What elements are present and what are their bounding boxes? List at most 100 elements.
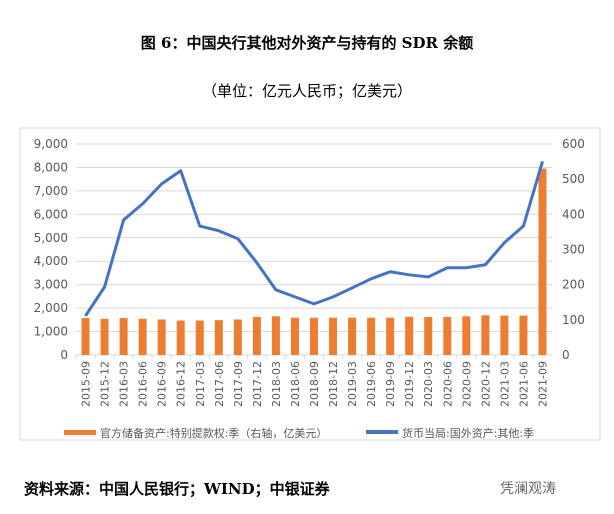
line-point [123,219,125,221]
line-point [294,296,296,298]
x-tick-label: 2016-03 [118,361,131,407]
line-point [446,267,448,269]
bar [481,315,490,355]
line-point [427,276,429,278]
bar [138,318,147,355]
source-note: 资料来源：中国人民银行；WIND；中银证券 [24,480,330,498]
right-tick-label: 300 [562,243,585,257]
x-tick-label: 2019-06 [365,361,378,407]
line-point [465,267,467,269]
x-tick-label: 2020-03 [422,361,435,407]
line-point [275,289,277,291]
line-point [370,278,372,280]
right-tick-label: 500 [562,172,585,186]
legend-swatch-line [366,430,398,434]
bar [176,320,185,355]
x-tick-label: 2021-03 [498,361,511,407]
x-tick-label: 2017-12 [251,361,264,407]
bar [386,317,395,355]
line-point [332,296,334,298]
line-point [237,238,239,240]
bar [214,320,223,355]
line-point [541,161,543,163]
x-tick-label: 2018-12 [327,361,340,407]
bar [538,168,547,355]
bar [100,318,109,355]
right-tick-label: 0 [562,348,570,362]
bar [157,319,166,355]
bar [233,319,242,355]
bar [443,317,452,355]
x-tick-label: 2015-09 [80,361,93,407]
x-tick-label: 2018-06 [289,361,302,407]
chart-subtitle: （单位：亿元人民币；亿美元） [201,82,412,100]
bar [119,318,128,355]
left-tick-label: 8,000 [34,160,68,174]
line-point [313,303,315,305]
x-tick-label: 2019-03 [346,361,359,407]
bar [519,315,528,355]
bar [329,317,338,355]
right-tick-label: 400 [562,207,585,221]
line-point [351,287,353,289]
x-tick-label: 2017-09 [232,361,245,407]
chart-title: 图 6：中国央行其他对外资产与持有的 SDR 余额 [140,34,474,52]
x-tick-label: 2017-06 [213,361,226,407]
line-point [503,242,505,244]
line-point [161,183,163,185]
bar [405,316,414,355]
bar [310,317,318,355]
bar [195,320,204,355]
bar [424,317,433,355]
right-tick-label: 200 [562,278,585,292]
line-point [522,225,524,227]
x-tick-label: 2017-03 [194,361,207,407]
bar [348,317,357,355]
bar [500,315,509,355]
x-tick-label: 2020-12 [479,361,492,407]
x-tick-label: 2021-06 [517,361,530,407]
bar [290,317,299,355]
x-tick-label: 2016-06 [137,361,150,407]
line-point [389,271,391,273]
chart-frame [19,127,601,441]
line-point [85,315,87,317]
right-tick-label: 100 [562,313,585,327]
bar [252,317,261,355]
bar [367,317,376,355]
x-tick-label: 2021-09 [536,361,549,407]
legend: 官方储备资产:特别提款权:季（右轴，亿美元） 货币当局:国外资产:其他:季 [64,426,534,440]
legend-swatch-bar [64,430,96,435]
line-point [180,170,182,172]
left-tick-label: 4,000 [34,254,68,268]
left-tick-label: 7,000 [34,184,68,198]
legend-label-line: 货币当局:国外资产:其他:季 [402,426,534,440]
line-point [142,203,144,205]
x-tick-label: 2019-09 [384,361,397,407]
line-point [408,274,410,276]
right-tick-label: 600 [562,137,585,151]
x-tick-label: 2020-06 [441,361,454,407]
x-tick-label: 2016-09 [156,361,169,407]
line-point [484,264,486,266]
bar [271,316,280,355]
left-tick-label: 6,000 [34,207,68,221]
line-point [256,262,258,264]
left-tick-label: 0 [60,348,68,362]
x-tick-label: 2019-12 [403,361,416,407]
line-point [218,230,220,232]
line-point [199,225,201,227]
legend-label-bar: 官方储备资产:特别提款权:季（右轴，亿美元） [100,426,327,440]
watermark: 凭澜观涛 [500,481,556,497]
x-tick-label: 2018-09 [308,361,321,407]
x-tick-label: 2015-12 [99,361,112,407]
bar [81,318,90,355]
left-tick-label: 9,000 [34,137,68,151]
left-tick-label: 1,000 [34,325,68,339]
x-tick-label: 2020-09 [460,361,473,407]
bar [462,316,471,355]
left-tick-label: 3,000 [34,278,68,292]
x-tick-label: 2018-03 [270,361,283,407]
x-tick-label: 2016-12 [175,361,188,407]
